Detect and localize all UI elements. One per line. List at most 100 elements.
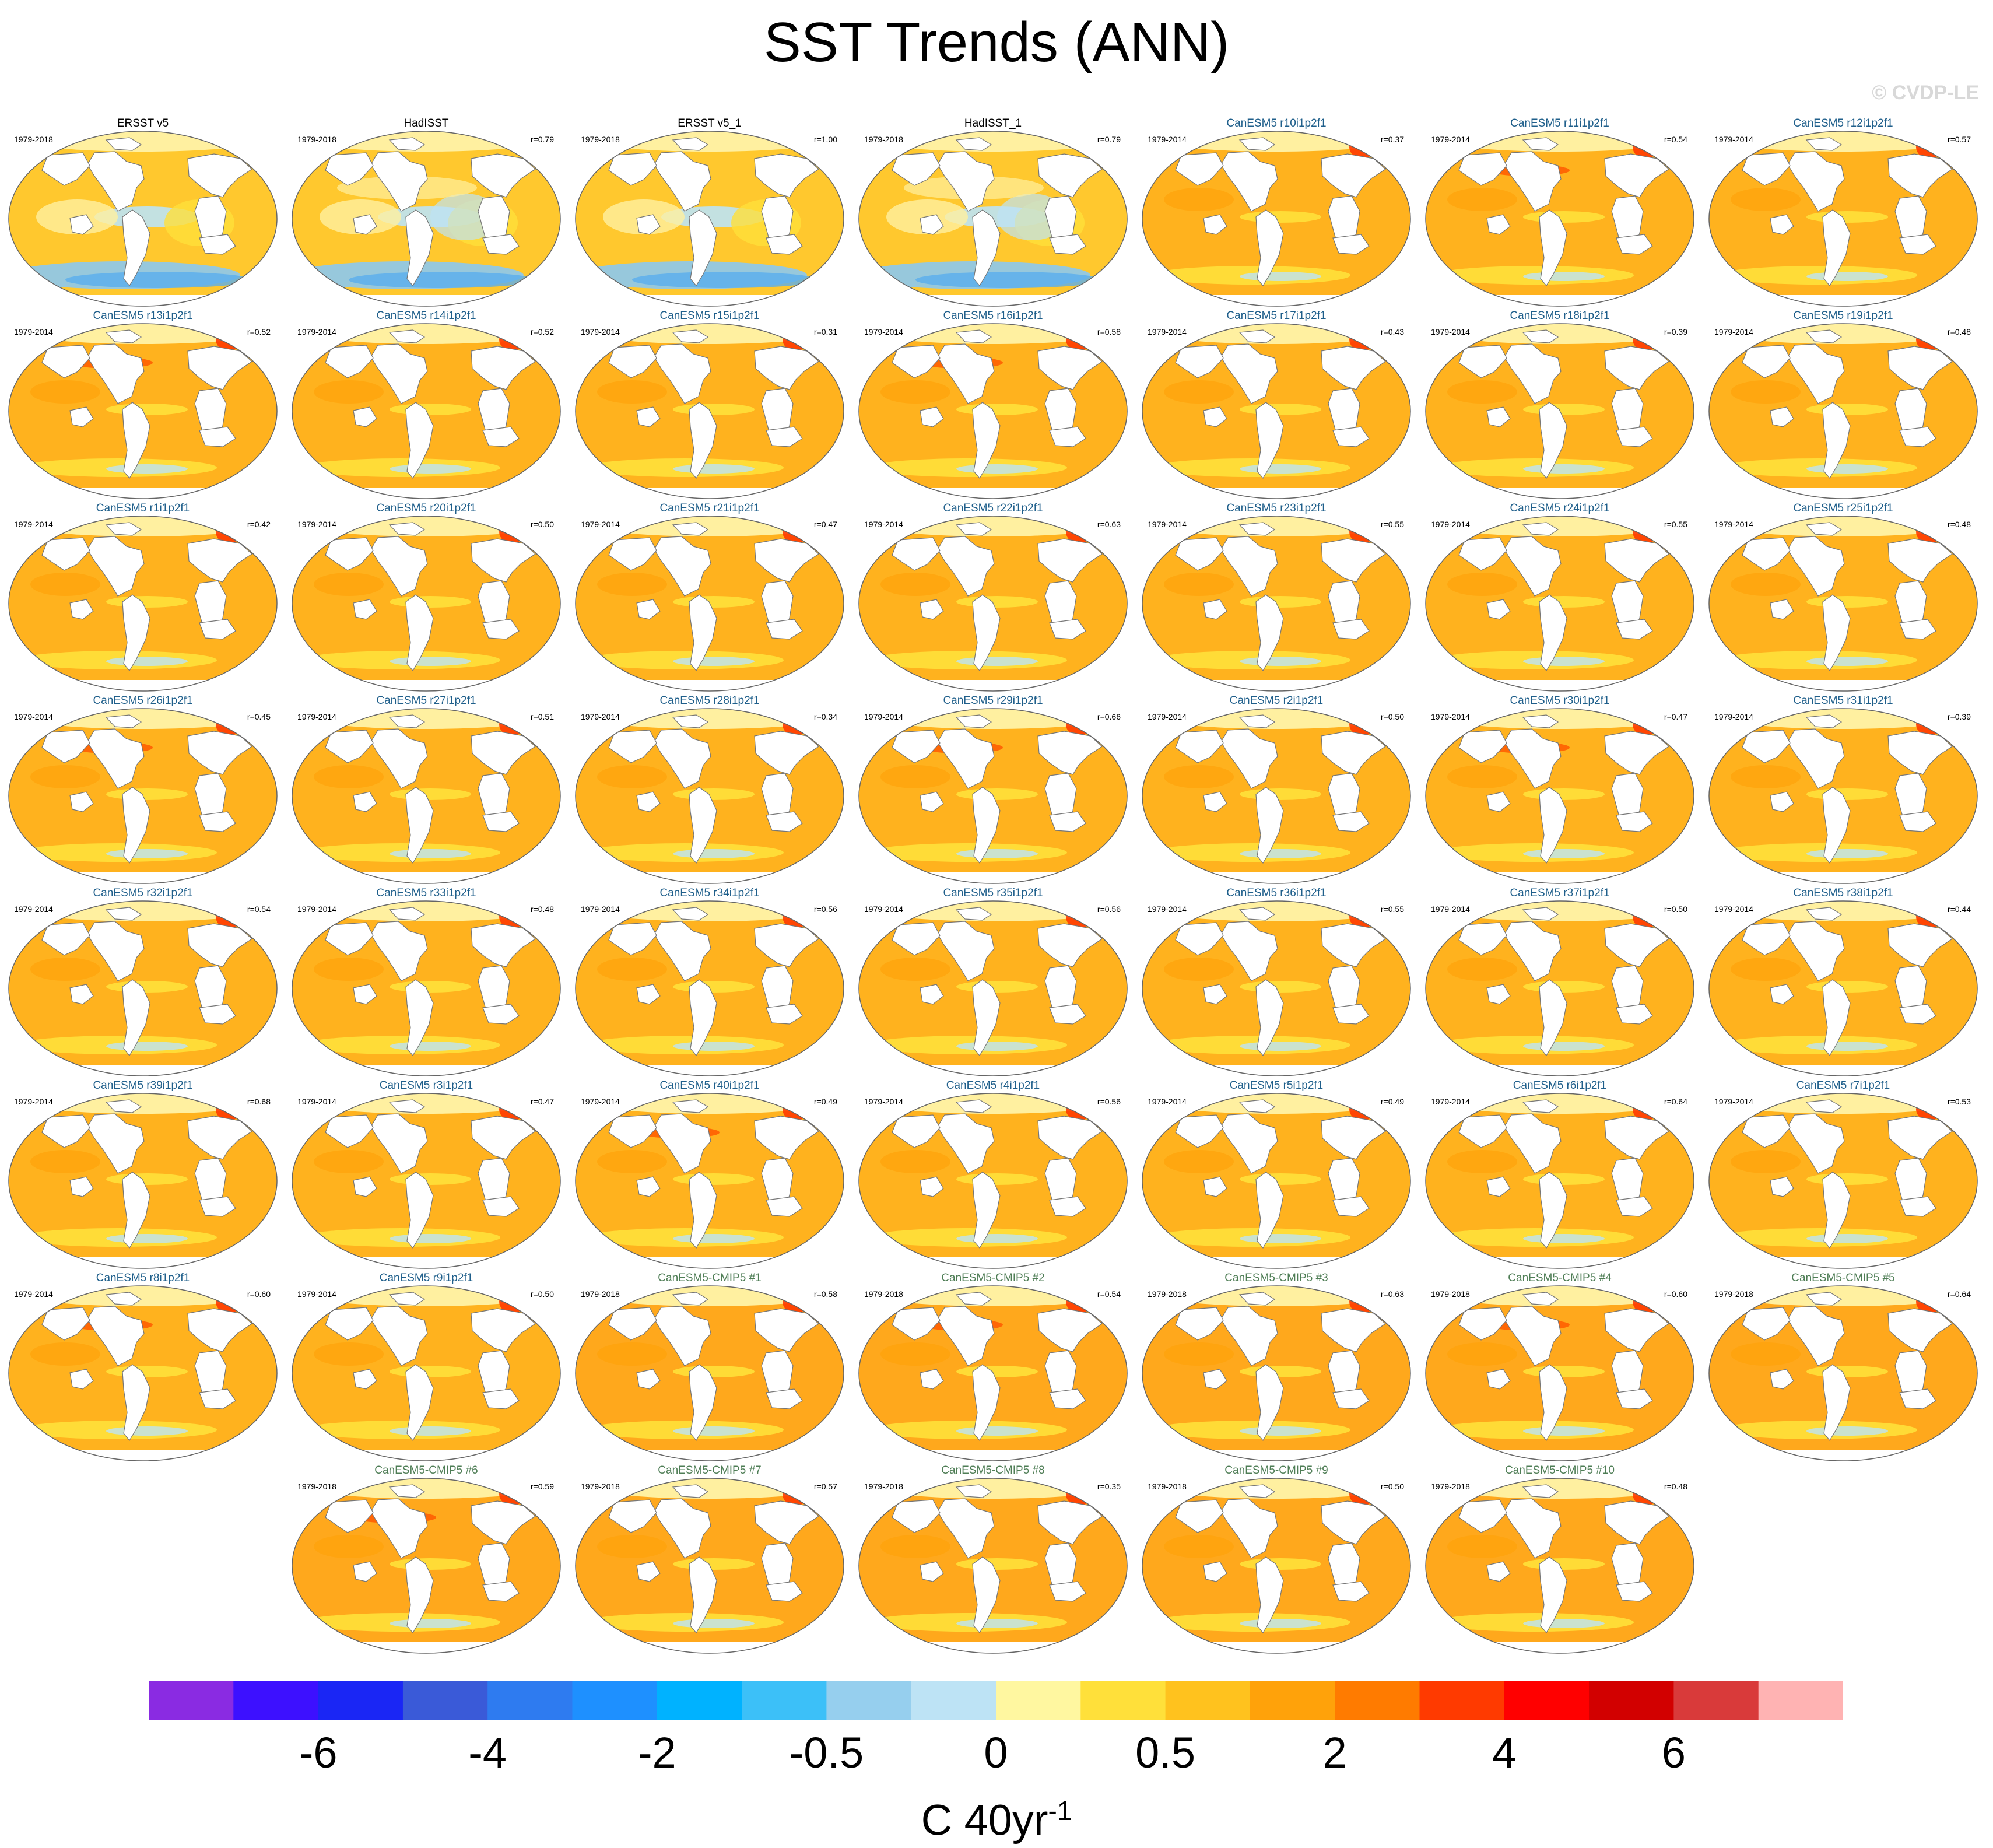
colorbar-swatch: [318, 1681, 403, 1720]
panel-correlation: r=0.55: [1664, 520, 1687, 529]
map-panel: CanESM5 r13i1p2f1 1979-2014 r=0.52: [6, 309, 280, 502]
sst-trend-map: [1142, 516, 1411, 692]
sst-trend-map: [292, 1478, 561, 1654]
sst-trend-map: [292, 1093, 561, 1269]
sst-trend-map: [858, 1478, 1128, 1654]
panel-correlation: r=0.63: [1097, 520, 1121, 529]
panel-years: 1979-2014: [864, 327, 903, 336]
panel-correlation: r=0.54: [1664, 135, 1687, 144]
panel-correlation: r=0.56: [1097, 904, 1121, 914]
map-panel: CanESM5 r19i1p2f1 1979-2014 r=0.48: [1706, 309, 1980, 502]
map-panel: CanESM5 r3i1p2f1 1979-2014 r=0.47: [289, 1079, 563, 1271]
panel-title: CanESM5 r38i1p2f1: [1793, 887, 1893, 899]
panel-title: HadISST_1: [964, 117, 1022, 129]
colorbar-swatch: [1504, 1681, 1590, 1720]
panel-years: 1979-2014: [1714, 712, 1753, 721]
sst-trend-map: [575, 131, 844, 307]
panel-correlation: r=0.47: [813, 520, 837, 529]
map-panel: CanESM5 r31i1p2f1 1979-2014 r=0.39: [1706, 694, 1980, 886]
panel-correlation: r=0.51: [530, 712, 554, 721]
map-panel: CanESM5 r33i1p2f1 1979-2014 r=0.48: [289, 886, 563, 1079]
panel-correlation: r=0.50: [530, 1289, 554, 1299]
panel-years: 1979-2014: [864, 712, 903, 721]
panel-years: 1979-2014: [1431, 712, 1470, 721]
panel-years: 1979-2014: [1714, 327, 1753, 336]
colorbar-swatch: [1419, 1681, 1505, 1720]
colorbar-tick-label: 4: [1492, 1728, 1517, 1777]
panel-years: 1979-2018: [864, 1289, 903, 1299]
panel-years: 1979-2018: [581, 1482, 620, 1491]
map-panel: CanESM5 r29i1p2f1 1979-2014 r=0.66: [856, 694, 1130, 886]
map-panel: ERSST v5_1 1979-2018 r=1.00: [573, 117, 847, 309]
panel-years: 1979-2014: [14, 904, 53, 914]
panel-years: 1979-2018: [14, 135, 53, 144]
colorbar-swatch: [572, 1681, 658, 1720]
panel-years: 1979-2018: [864, 1482, 903, 1491]
panel-title: CanESM5-CMIP5 #9: [1224, 1464, 1328, 1477]
sst-trend-map: [575, 708, 844, 884]
panel-years: 1979-2014: [1431, 1097, 1470, 1106]
panel-years: 1979-2014: [14, 327, 53, 336]
colorbar-swatch: [911, 1681, 996, 1720]
panel-title: CanESM5-CMIP5 #6: [374, 1464, 478, 1477]
panel-years: 1979-2014: [1148, 904, 1187, 914]
panel-years: 1979-2018: [1148, 1289, 1187, 1299]
sst-trend-map: [858, 1093, 1128, 1269]
sst-trend-map: [292, 323, 561, 499]
panel-title: CanESM5 r36i1p2f1: [1226, 887, 1327, 899]
map-panel: CanESM5 r22i1p2f1 1979-2014 r=0.63: [856, 502, 1130, 694]
colorbar-swatch: [233, 1681, 319, 1720]
sst-trend-map: [1425, 1478, 1694, 1654]
sst-trend-map: [292, 1285, 561, 1461]
panel-years: 1979-2018: [581, 135, 620, 144]
panel-title: ERSST v5: [117, 117, 169, 129]
map-panel: CanESM5 r38i1p2f1 1979-2014 r=0.44: [1706, 886, 1980, 1079]
colorbar-swatch: [1250, 1681, 1335, 1720]
panel-years: 1979-2014: [1148, 1097, 1187, 1106]
panel-title: CanESM5 r33i1p2f1: [376, 887, 476, 899]
colorbar-tick-label: 0.5: [1135, 1728, 1196, 1777]
map-panel: CanESM5 r12i1p2f1 1979-2014 r=0.57: [1706, 117, 1980, 309]
map-panel: CanESM5-CMIP5 #1 1979-2018 r=0.58: [573, 1271, 847, 1464]
panel-years: 1979-2018: [1431, 1482, 1470, 1491]
map-panel: CanESM5 r23i1p2f1 1979-2014 r=0.55: [1139, 502, 1413, 694]
panel-title: CanESM5 r23i1p2f1: [1226, 502, 1327, 514]
panel-correlation: r=0.35: [1097, 1482, 1121, 1491]
panel-correlation: r=0.31: [813, 327, 837, 336]
sst-trend-map: [1142, 323, 1411, 499]
panel-title: CanESM5-CMIP5 #7: [658, 1464, 762, 1477]
panel-correlation: r=0.68: [247, 1097, 271, 1106]
panel-correlation: r=0.39: [1664, 327, 1687, 336]
panel-correlation: r=0.57: [813, 1482, 837, 1491]
watermark: © CVDP-LE: [1872, 82, 1979, 104]
panel-years: 1979-2014: [1148, 712, 1187, 721]
map-panel: CanESM5 r16i1p2f1 1979-2014 r=0.58: [856, 309, 1130, 502]
colorbar-swatch: [742, 1681, 827, 1720]
sst-trend-map: [1708, 131, 1978, 307]
sst-trend-map: [858, 900, 1128, 1076]
panel-title: CanESM5 r6i1p2f1: [1513, 1079, 1607, 1092]
panel-years: 1979-2014: [1431, 904, 1470, 914]
colorbar-tick-label: 2: [1322, 1728, 1347, 1777]
panel-correlation: r=0.54: [1097, 1289, 1121, 1299]
sst-trend-map: [1425, 708, 1694, 884]
map-panel: CanESM5 r4i1p2f1 1979-2014 r=0.56: [856, 1079, 1130, 1271]
sst-trend-map: [8, 1285, 278, 1461]
panel-correlation: r=0.42: [247, 520, 271, 529]
map-panel: CanESM5-CMIP5 #3 1979-2018 r=0.63: [1139, 1271, 1413, 1464]
panel-title: HadISST: [403, 117, 449, 129]
map-panel: HadISST 1979-2018 r=0.79: [289, 117, 563, 309]
map-panel: CanESM5-CMIP5 #6 1979-2018 r=0.59: [289, 1464, 563, 1656]
panel-years: 1979-2014: [581, 1097, 620, 1106]
sst-trend-map: [1425, 131, 1694, 307]
colorbar-swatch: [1758, 1681, 1843, 1720]
panel-years: 1979-2014: [581, 327, 620, 336]
panel-title: CanESM5 r9i1p2f1: [379, 1272, 473, 1284]
panel-correlation: r=0.64: [1664, 1097, 1687, 1106]
panel-correlation: r=0.57: [1947, 135, 1971, 144]
sst-trend-map: [292, 708, 561, 884]
panel-title: CanESM5 r37i1p2f1: [1510, 887, 1610, 899]
panel-years: 1979-2014: [1714, 135, 1753, 144]
map-panel: CanESM5 r10i1p2f1 1979-2014 r=0.37: [1139, 117, 1413, 309]
panel-title: CanESM5-CMIP5 #2: [941, 1272, 1045, 1284]
